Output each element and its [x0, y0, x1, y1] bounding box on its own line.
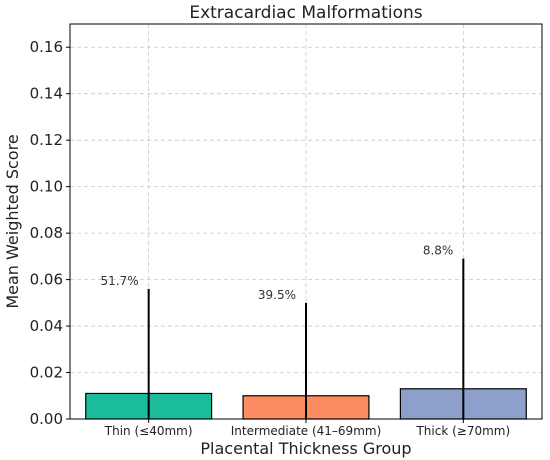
y-tick-label-2: 0.04 [30, 317, 63, 335]
x-tick-label-2: Thick (≥70mm) [415, 424, 510, 438]
x-tick-label-0: Thin (≤40mm) [104, 424, 193, 438]
y-tick-label-1: 0.02 [30, 364, 63, 382]
x-tick-label-1: Intermediate (41–69mm) [231, 424, 382, 438]
annotation-0: 51.7% [101, 274, 139, 288]
y-tick-label-5: 0.10 [30, 178, 63, 196]
y-tick-label-3: 0.06 [30, 271, 63, 289]
annotation-1: 39.5% [258, 288, 296, 302]
y-tick-label-4: 0.08 [30, 224, 63, 242]
error-bars-group [147, 258, 465, 419]
y-tick-label-0: 0.00 [30, 410, 63, 428]
y-axis-ticks: 0.00 0.02 0.04 0.06 0.08 0.10 0.12 0.14 0.16 [30, 38, 70, 428]
y-axis-label: Mean Weighted Score [3, 134, 22, 308]
annotations-group: 51.7% 39.5% 8.8% [101, 244, 454, 302]
chart-title: Extracardiac Malformations [189, 3, 422, 23]
x-axis-label: Placental Thickness Group [200, 439, 411, 458]
x-axis-ticks: Thin (≤40mm) Intermediate (41–69mm) Thick … [104, 419, 510, 438]
y-tick-label-8: 0.16 [30, 38, 63, 56]
y-tick-label-6: 0.12 [30, 131, 63, 149]
y-tick-label-7: 0.14 [30, 85, 63, 103]
annotation-2: 8.8% [423, 244, 454, 258]
